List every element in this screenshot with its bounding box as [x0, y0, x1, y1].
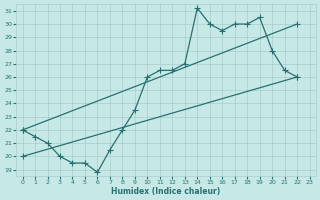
X-axis label: Humidex (Indice chaleur): Humidex (Indice chaleur) [111, 187, 221, 196]
